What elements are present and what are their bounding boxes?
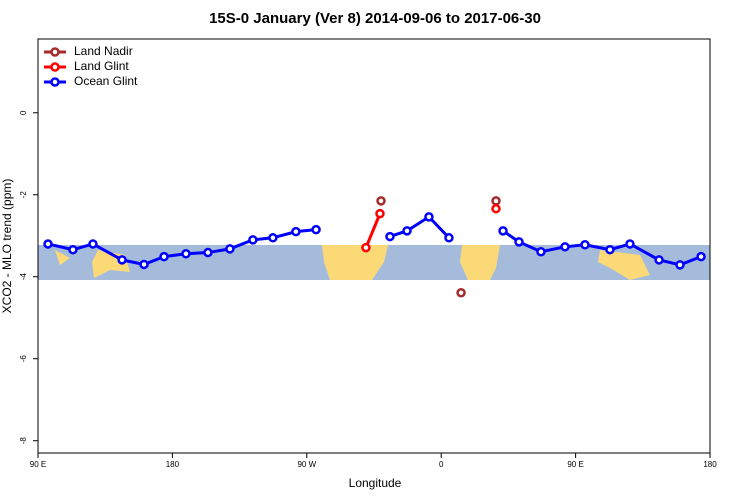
data-point bbox=[424, 212, 434, 222]
data-point bbox=[444, 233, 454, 243]
data-point bbox=[375, 208, 385, 219]
data-point bbox=[376, 196, 386, 206]
data-point bbox=[159, 251, 169, 262]
data-point bbox=[181, 249, 191, 259]
legend-marker bbox=[50, 77, 60, 87]
data-point bbox=[491, 196, 501, 206]
data-point bbox=[560, 242, 570, 252]
legend-label: Land Glint bbox=[74, 59, 129, 73]
x-tick-label: 0 bbox=[439, 460, 444, 469]
data-point bbox=[580, 240, 590, 250]
y-tick-label: 0 bbox=[19, 110, 28, 115]
land bbox=[598, 250, 650, 280]
land bbox=[55, 250, 70, 265]
y-tick-label: -4 bbox=[19, 273, 28, 281]
x-tick-label: 180 bbox=[166, 460, 180, 469]
data-point bbox=[675, 260, 685, 270]
land bbox=[322, 245, 388, 280]
data-point bbox=[117, 255, 127, 265]
data-point bbox=[139, 259, 149, 270]
x-tick-label: 90 W bbox=[297, 460, 316, 469]
legend-marker bbox=[50, 62, 60, 72]
x-axis-label: Longitude bbox=[349, 476, 402, 490]
data-point bbox=[311, 224, 321, 235]
data-point bbox=[696, 251, 706, 262]
legend-label: Ocean Glint bbox=[74, 74, 138, 88]
data-point bbox=[514, 237, 524, 247]
x-tick-label: 90 E bbox=[30, 460, 46, 469]
plot-frame bbox=[37, 38, 711, 454]
data-point bbox=[654, 255, 664, 265]
chart-title: 15S-0 January (Ver 8) 2014-09-06 to 2017… bbox=[209, 10, 541, 27]
data-point bbox=[605, 244, 615, 255]
x-tick-label: 90 E bbox=[567, 460, 583, 469]
y-tick-label: -8 bbox=[19, 437, 28, 445]
x-tick-label: 180 bbox=[703, 460, 717, 469]
land bbox=[460, 245, 500, 280]
data-point bbox=[625, 239, 635, 249]
data-point bbox=[456, 287, 466, 298]
legend-label: Land Nadir bbox=[74, 44, 133, 58]
data-point bbox=[498, 226, 508, 236]
data-point bbox=[88, 239, 98, 249]
data-point bbox=[361, 242, 371, 253]
data-point bbox=[268, 233, 278, 243]
data-point bbox=[385, 231, 395, 242]
data-point bbox=[203, 247, 213, 258]
data-point bbox=[68, 244, 78, 255]
data-point bbox=[491, 203, 501, 214]
y-tick-label: -2 bbox=[19, 191, 28, 199]
y-axis-label: XCO2 - MLO trend (ppm) bbox=[0, 179, 14, 314]
y-tick-label: -6 bbox=[19, 355, 28, 363]
data-point bbox=[536, 246, 546, 257]
data-point bbox=[225, 244, 235, 254]
data-point bbox=[43, 239, 53, 249]
data-point bbox=[291, 226, 301, 237]
data-point bbox=[248, 235, 258, 245]
legend-marker bbox=[50, 47, 60, 57]
data-point bbox=[402, 226, 412, 236]
